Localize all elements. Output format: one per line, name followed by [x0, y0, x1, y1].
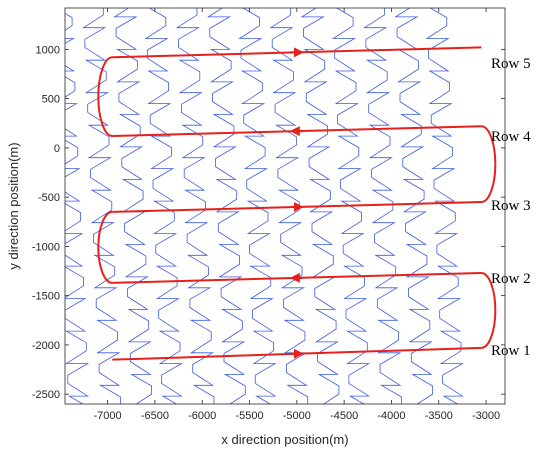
row-labels: Row 1 Row 2 Row 3 Row 4 Row 5: [491, 56, 531, 359]
plot-background: [65, 8, 505, 404]
x-tick-label: -3000: [472, 410, 500, 422]
route-turn-4: [97, 56, 113, 138]
y-tick-label: 1000: [36, 44, 60, 56]
zigzag-column-7: [238, 8, 277, 404]
x-tick-label: -6500: [141, 410, 169, 422]
row-label-1: Row 1: [491, 343, 531, 359]
row-label-3: Row 3: [491, 198, 531, 214]
zigzag-column-8: [269, 8, 309, 404]
x-tick-label: -5000: [283, 410, 311, 422]
axes: -7000 -6500 -6000 -5500 -5000 -4500 -4000 -3500…: [32, 7, 506, 422]
x-tick-label: -4500: [330, 410, 358, 422]
route-series: [97, 46, 497, 361]
x-tick-label: -6000: [188, 410, 216, 422]
y-tick-label: -1500: [32, 291, 60, 303]
zigzag-column-12: [394, 8, 433, 404]
zigzag-column-13: [425, 8, 464, 404]
route-turn-1: [481, 271, 497, 349]
route-turn-3: [481, 125, 497, 204]
x-tick-label: -5500: [235, 410, 263, 422]
row-label-4: Row 4: [491, 129, 531, 145]
y-tick-label: -2000: [32, 340, 60, 352]
zigzag-column-5: [175, 8, 215, 404]
row-label-5: Row 5: [491, 56, 531, 72]
x-tick-label: -7000: [94, 410, 122, 422]
y-tick-label: -2500: [32, 389, 60, 401]
zigzag-column-1: [65, 12, 90, 404]
zigzag-column-10: [331, 8, 371, 404]
row-label-2: Row 2: [491, 271, 531, 287]
zigzag-column-4: [144, 8, 183, 404]
x-tick-label: -3500: [425, 410, 453, 422]
y-tick-label: 0: [54, 143, 60, 155]
axes-box: [64, 7, 506, 405]
zigzag-column-9: [300, 8, 340, 404]
x-tick-label: -4000: [377, 410, 405, 422]
y-tick-label: -1000: [32, 241, 60, 253]
zigzag-column-3: [113, 8, 152, 404]
y-axis-label: y direction position(m): [6, 142, 21, 269]
zigzag-column-6: [207, 8, 246, 404]
zigzag-column-2: [82, 8, 121, 404]
route-turn-2: [97, 210, 113, 284]
zigzag-column-11: [363, 8, 402, 404]
zigzag-path-series: [65, 8, 464, 404]
x-axis-label: x direction position(m): [221, 432, 348, 447]
y-tick-label: -500: [38, 192, 60, 204]
y-tick-label: 500: [42, 94, 60, 106]
